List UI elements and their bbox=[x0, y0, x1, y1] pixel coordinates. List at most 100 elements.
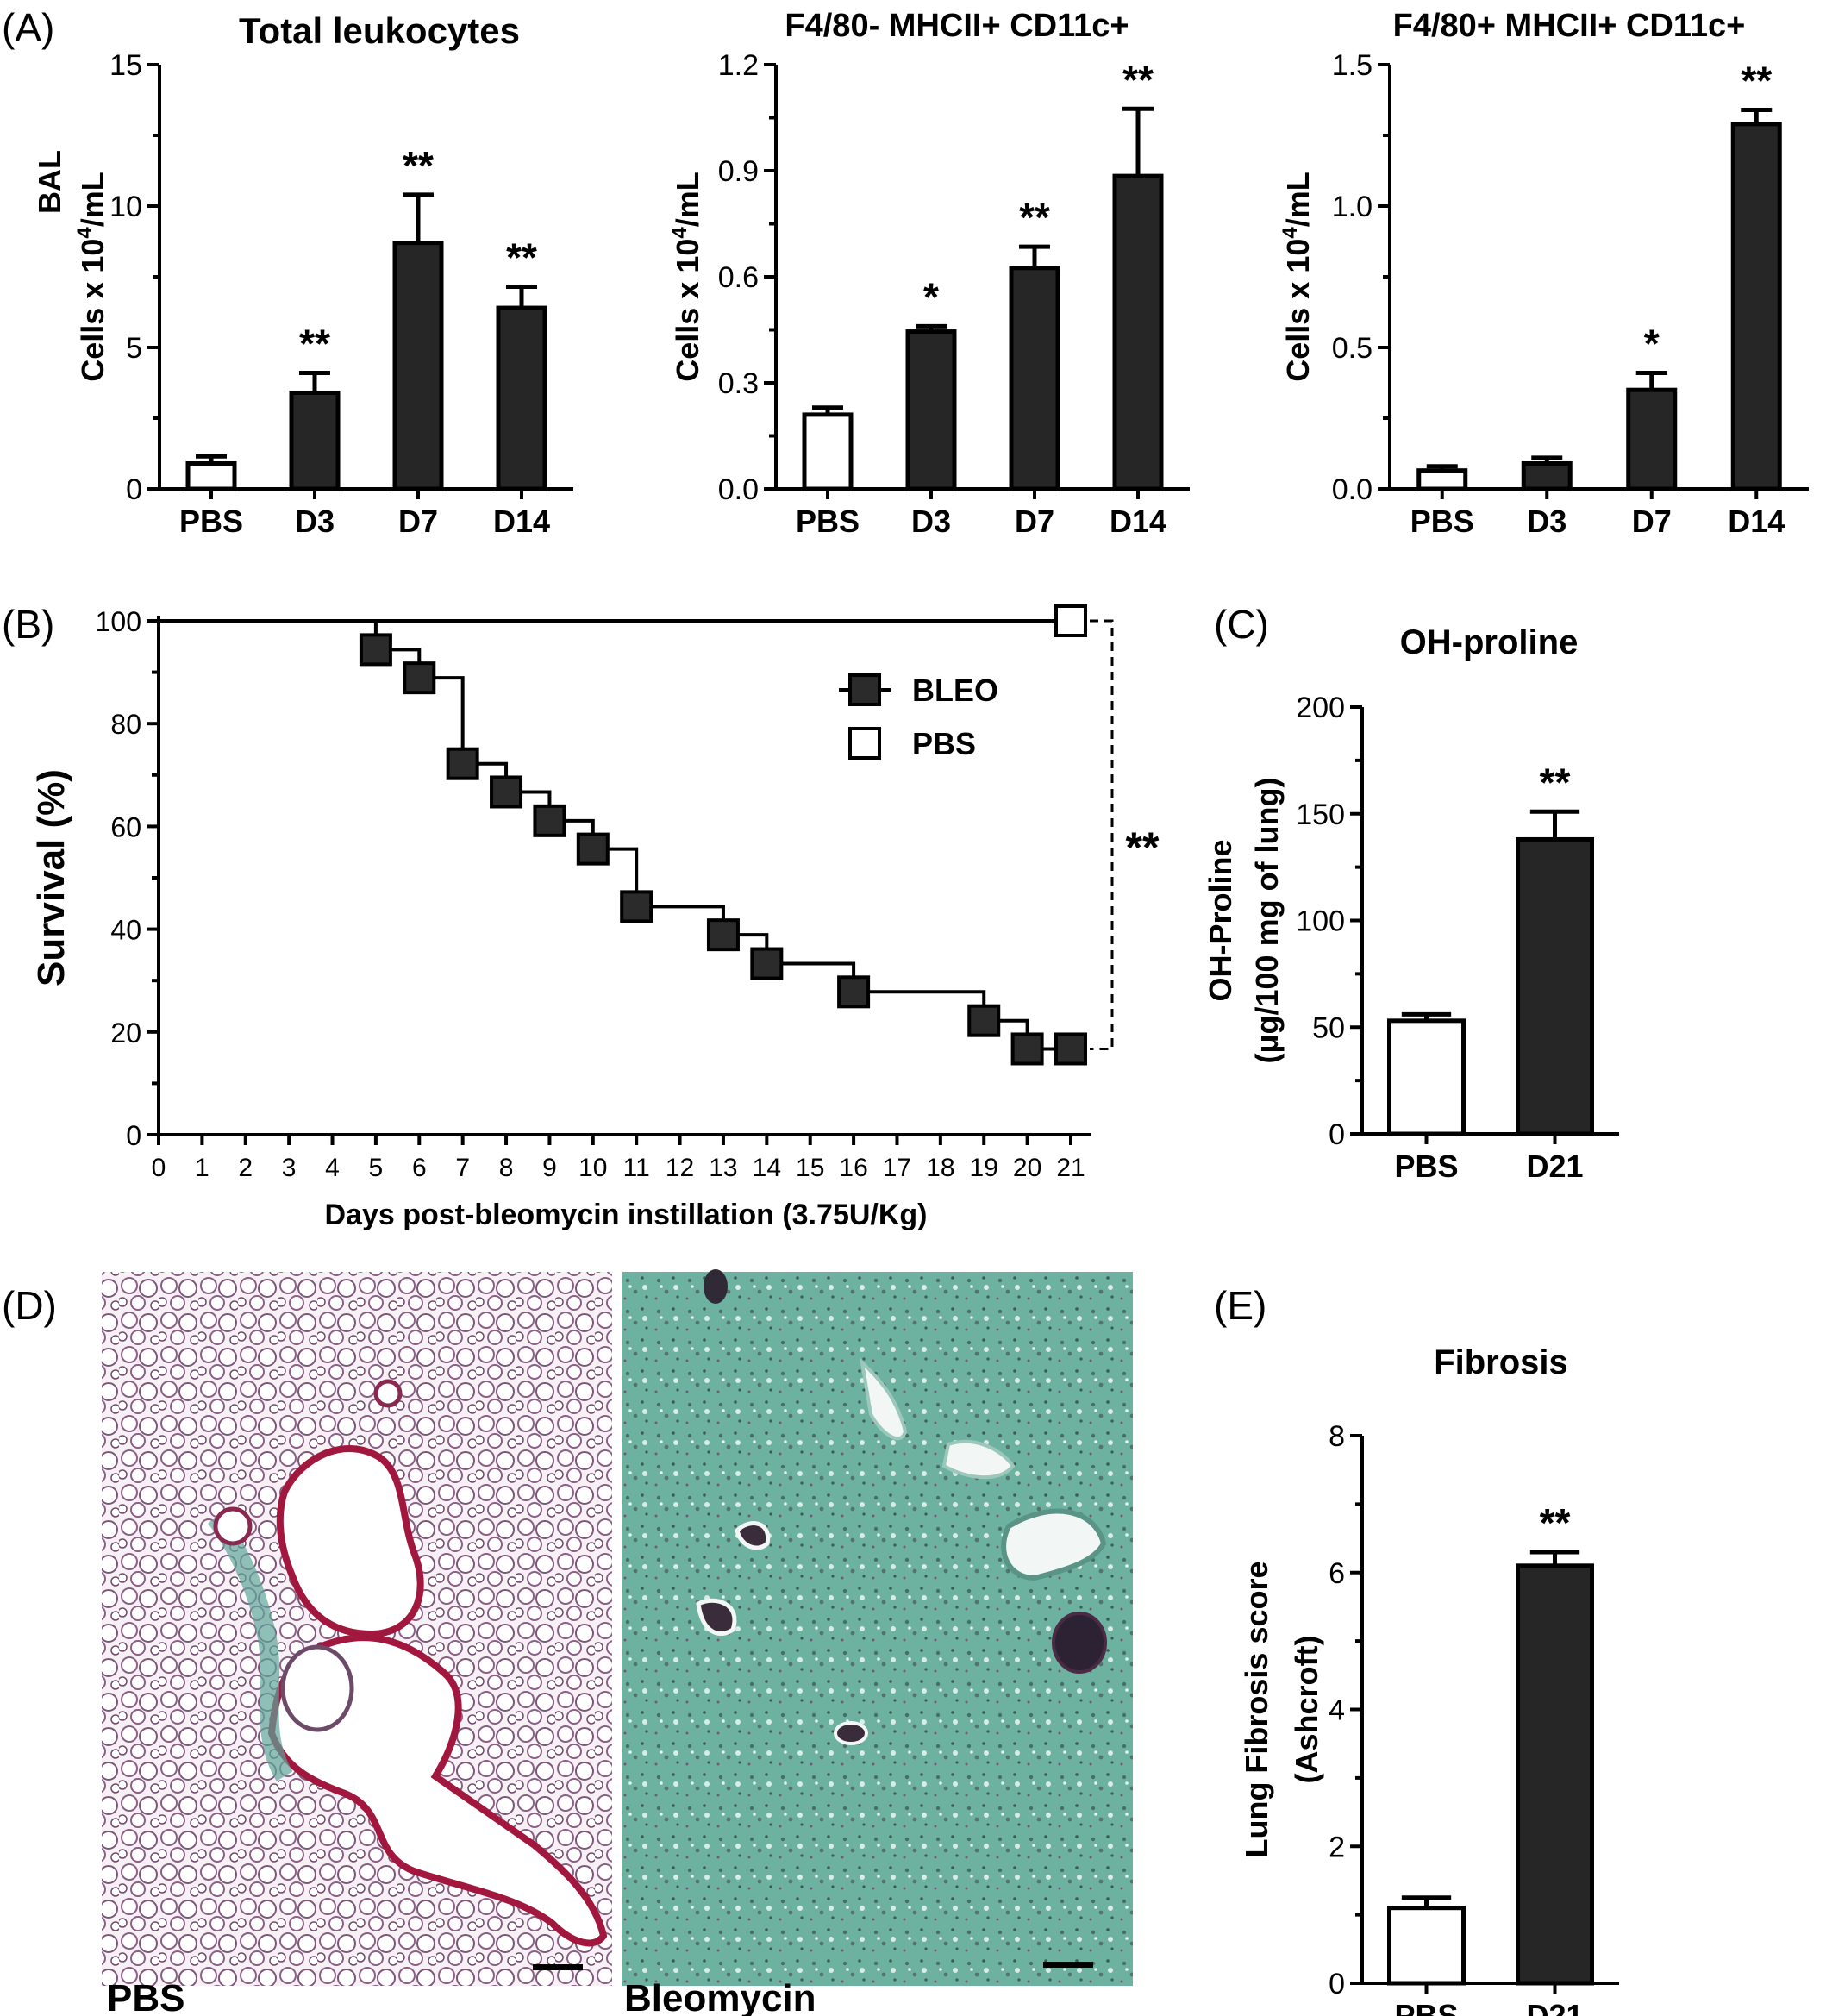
x-tick-label: 4 bbox=[325, 1154, 340, 1182]
legend-marker-pbs bbox=[848, 727, 881, 760]
significance-marker: * bbox=[923, 274, 939, 319]
bar-d7 bbox=[1626, 387, 1678, 491]
y-tick-label: 40 bbox=[110, 915, 141, 946]
bar-d3 bbox=[1521, 460, 1573, 491]
panel-label-a: (A) bbox=[2, 5, 54, 50]
x-tick-label: 16 bbox=[839, 1154, 867, 1182]
y-tick-label: 100 bbox=[96, 606, 141, 637]
bar-d14 bbox=[1112, 173, 1164, 491]
y-tick-label: 8 bbox=[1329, 1420, 1345, 1453]
point-bleo bbox=[750, 947, 784, 980]
point-bleo bbox=[533, 804, 566, 837]
y-tick-label: 0.0 bbox=[1332, 473, 1373, 506]
x-tick-label: 2 bbox=[238, 1154, 253, 1182]
x-tick-label: PBS bbox=[179, 504, 243, 539]
x-tick-label: D14 bbox=[1728, 504, 1785, 539]
x-tick-label: 5 bbox=[369, 1154, 384, 1182]
bar-d14 bbox=[496, 305, 547, 491]
y-tick-label: 50 bbox=[1312, 1011, 1345, 1044]
chart-title: Total leukocytes bbox=[239, 10, 520, 51]
bar-d14 bbox=[1730, 122, 1782, 491]
panel-label-d: (D) bbox=[2, 1283, 57, 1328]
y-tick-label: 60 bbox=[110, 811, 141, 842]
bar-pbs bbox=[1416, 468, 1468, 491]
x-tick-label: PBS bbox=[1410, 504, 1474, 539]
x-tick-label: D7 bbox=[398, 504, 438, 539]
significance-marker: ** bbox=[403, 143, 434, 188]
y-tick-label: 0.0 bbox=[718, 473, 759, 506]
chart-fibrosis: Fibrosis 0 2 4 6 8 PBS D21 ** Lung Fibrosis score… bbox=[1239, 1343, 1619, 2016]
x-tick-label: D3 bbox=[911, 504, 951, 539]
x-tick-label: 19 bbox=[970, 1154, 998, 1182]
x-tick-label: 0 bbox=[152, 1154, 166, 1182]
x-tick-label: D3 bbox=[1527, 504, 1566, 539]
y-axis-label: Lung Fibrosis score bbox=[1239, 1561, 1274, 1857]
legend-label-bleo: BLEO bbox=[912, 673, 998, 708]
y-axis-label: Cells x 104/mL bbox=[668, 172, 705, 382]
x-axis-label: Days post-bleomycin instillation (3.75U/… bbox=[324, 1199, 927, 1231]
panel-label-b: (B) bbox=[2, 602, 54, 647]
bar-d3 bbox=[289, 390, 341, 491]
x-tick-label: 21 bbox=[1056, 1154, 1085, 1182]
x-tick-label: D7 bbox=[1632, 504, 1672, 539]
histology-label-pbs: PBS bbox=[107, 1977, 184, 2016]
y-tick-label: 150 bbox=[1296, 798, 1345, 831]
x-tick-label: D7 bbox=[1015, 504, 1054, 539]
significance-marker: * bbox=[1644, 322, 1660, 366]
scale-bar-pbs bbox=[533, 1964, 583, 1970]
x-tick-label: 1 bbox=[195, 1154, 209, 1182]
y-tick-label: 10 bbox=[109, 191, 142, 223]
x-tick-label: 10 bbox=[578, 1154, 607, 1182]
y-tick-label: 0.9 bbox=[718, 155, 759, 188]
x-tick-label: 7 bbox=[455, 1154, 470, 1182]
x-tick-label: 6 bbox=[412, 1154, 427, 1182]
y-tick-label: 4 bbox=[1329, 1694, 1345, 1727]
y-tick-label: 80 bbox=[110, 709, 141, 740]
chart-total-leukocytes: Total leukocytes 0 5 10 15 PBS D3 ** D7 ** D14 ** Ce… bbox=[32, 10, 573, 539]
point-bleo bbox=[403, 661, 436, 695]
y-tick-label: 200 bbox=[1296, 692, 1345, 724]
y-axis-label: Cells x 104/mL bbox=[73, 172, 110, 382]
y-axis-label: Cells x 104/mL bbox=[1279, 172, 1316, 382]
point-bleo bbox=[706, 918, 740, 952]
x-tick-label: 17 bbox=[883, 1154, 911, 1182]
panel-label-c: (C) bbox=[1214, 602, 1269, 647]
y-axis-label: Survival (%) bbox=[30, 769, 72, 986]
histology-pbs bbox=[102, 1272, 612, 1986]
significance-marker: ** bbox=[1540, 1500, 1571, 1545]
y-tick-label: 5 bbox=[126, 332, 142, 365]
y-axis-label-units: (μg/100 mg of lung) bbox=[1249, 777, 1285, 1063]
legend: BLEO PBS bbox=[839, 673, 998, 761]
significance-marker: ** bbox=[1540, 760, 1571, 805]
point-bleo bbox=[837, 975, 871, 1009]
y-tick-label: 0.5 bbox=[1332, 332, 1373, 365]
bar-pbs bbox=[802, 412, 854, 491]
x-tick-label: 12 bbox=[666, 1154, 694, 1182]
x-tick-label: 14 bbox=[753, 1154, 781, 1182]
bar-d21 bbox=[1516, 836, 1594, 1136]
chart-f480pos-mhcii-cd11c: F4/80+ MHCII+ CD11c+ 0.0 0.5 1.0 1.5 PBS D3 D7 *… bbox=[1279, 8, 1809, 539]
point-bleo bbox=[446, 747, 479, 780]
significance-marker: ** bbox=[1019, 195, 1050, 240]
x-tick-label: 18 bbox=[926, 1154, 954, 1182]
x-tick-label: PBS bbox=[1394, 1149, 1458, 1184]
y-tick-label: 0.3 bbox=[718, 367, 759, 400]
significance-marker: ** bbox=[1126, 823, 1160, 872]
y-tick-label: 1.0 bbox=[1332, 191, 1373, 223]
y-tick-label: 2 bbox=[1329, 1831, 1345, 1863]
point-bleo bbox=[967, 1004, 1001, 1037]
x-tick-label: D3 bbox=[295, 504, 335, 539]
significance-marker: ** bbox=[299, 322, 330, 366]
x-tick-label: D14 bbox=[493, 504, 550, 539]
y-tick-label: 1.2 bbox=[718, 49, 759, 82]
significance-marker: ** bbox=[1122, 57, 1154, 102]
y-tick-label: 0 bbox=[126, 1120, 141, 1151]
y-axis-label: OH-Proline bbox=[1203, 839, 1238, 1001]
scale-bar-bleomycin bbox=[1043, 1962, 1093, 1968]
bar-pbs bbox=[1387, 1018, 1466, 1136]
y-tick-label: 15 bbox=[109, 49, 142, 82]
significance-bracket bbox=[1090, 619, 1114, 1050]
x-tick-label: 20 bbox=[1013, 1154, 1041, 1182]
y-tick-label: 6 bbox=[1329, 1557, 1345, 1590]
